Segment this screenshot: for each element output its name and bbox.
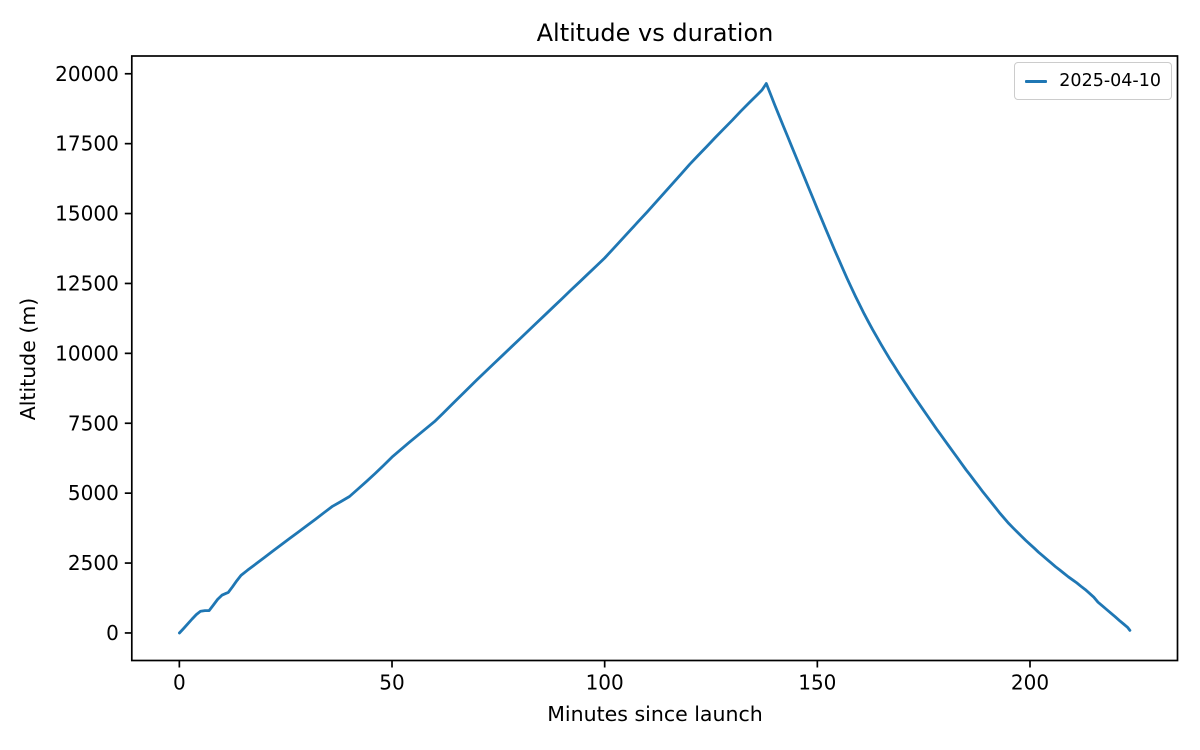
y-tick-label: 10000 (55, 341, 119, 365)
y-tick-label: 15000 (55, 202, 119, 226)
x-tick-label: 200 (1011, 671, 1049, 695)
y-tick-label: 17500 (55, 132, 119, 156)
legend-line-swatch (1025, 79, 1048, 83)
y-tick-label: 2500 (68, 551, 119, 575)
altitude-line (177, 82, 1132, 635)
legend: 2025-04-10 (1014, 62, 1172, 100)
x-axis-label: Minutes since launch (547, 702, 763, 726)
x-tick-label: 150 (798, 671, 836, 695)
axes-frame (130, 55, 1179, 662)
x-tick-label: 100 (586, 671, 624, 695)
x-tick-label: 50 (379, 671, 404, 695)
y-tick-label: 7500 (68, 411, 119, 435)
y-tick-label: 0 (106, 621, 119, 645)
y-tick-label: 20000 (55, 62, 119, 86)
x-tick-label: 0 (173, 671, 186, 695)
chart-title: Altitude vs duration (536, 19, 774, 47)
y-tick-label: 12500 (55, 271, 119, 295)
y-axis-label: Altitude (m) (16, 297, 40, 421)
y-tick-label: 5000 (68, 481, 119, 505)
legend-label: 2025-04-10 (1059, 71, 1161, 91)
